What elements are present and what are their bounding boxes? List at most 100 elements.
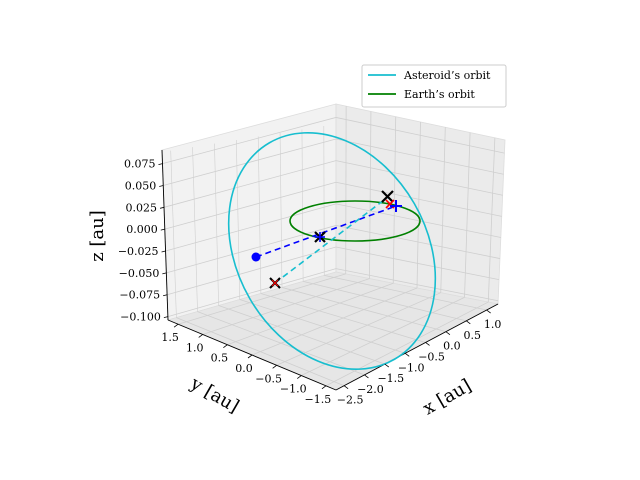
x-tick-label: −2.5	[337, 394, 364, 407]
z-tick-label: 0.000	[126, 223, 158, 236]
grid-line-x-vert	[192, 147, 198, 312]
z-axis-line	[161, 149, 169, 321]
z-tick-label: −0.075	[119, 289, 160, 302]
earth-x-marker	[381, 190, 394, 203]
x-tick-mark	[384, 363, 390, 368]
x-tick-label: −1.0	[398, 361, 425, 374]
x-tick-mark	[364, 374, 369, 379]
grid-line-y-vert	[464, 132, 471, 298]
z-axis-ticks: −0.100 −0.075 −0.050 −0.025 0.000 0.025 0.050 0…	[118, 158, 168, 324]
grid-line-y-vert	[392, 116, 397, 284]
grid-line-x-vert	[279, 132, 283, 288]
x-tick-mark	[445, 331, 451, 335]
grid-line-y-vert	[440, 127, 446, 293]
x-tick-label: 0.5	[464, 329, 482, 342]
asteroid-position-marker	[251, 252, 261, 262]
grid-line-y	[301, 297, 465, 376]
x-tick-mark	[486, 309, 491, 314]
grid-line-z	[163, 160, 337, 208]
grid-line-z	[335, 268, 499, 302]
z-tick-label: −0.100	[120, 311, 161, 324]
x-axis-line	[335, 303, 499, 391]
asteroid-red-x-marker	[269, 277, 281, 289]
grid-line-z	[335, 181, 502, 217]
grid-line-y-vert	[487, 137, 496, 303]
x-tick-label: 1.0	[484, 318, 502, 331]
grid-line-z	[164, 181, 337, 230]
x-tick-mark	[425, 342, 430, 346]
grid-line-y	[325, 301, 489, 387]
x-axis-label: x [au]	[419, 375, 475, 419]
y-tick-label: 1.0	[186, 341, 204, 354]
x-tick-mark	[466, 320, 471, 325]
grid-line-y-vert	[369, 111, 372, 279]
z-axis-label: z [au]	[87, 210, 108, 262]
grid-line-x-vert	[257, 136, 262, 294]
y-tick-mark	[173, 323, 179, 328]
grid-line-y-vert	[416, 121, 421, 289]
grid-line-z	[162, 117, 337, 164]
grid-line-z	[335, 225, 501, 259]
grid-line-y	[251, 287, 418, 356]
earth-blue-plus-marker	[390, 200, 402, 212]
grid-line-z	[165, 203, 337, 252]
x-tick-label: −0.5	[418, 350, 445, 363]
grid-line-y	[227, 282, 394, 346]
y-tick-label: 1.5	[161, 331, 179, 344]
y-tick-mark	[321, 385, 327, 390]
y-tick-label: −1.0	[280, 383, 307, 396]
grid-line-x-vert	[214, 143, 219, 306]
grid-line-z	[335, 160, 503, 196]
legend-box	[361, 64, 507, 108]
grid-line-z	[335, 246, 500, 281]
grid-line-z	[167, 268, 337, 317]
x-tick-label: −2.0	[357, 383, 384, 396]
y-tick-mark	[297, 375, 302, 379]
grid-line-y	[177, 273, 346, 325]
grid-line-x-vert	[236, 140, 241, 300]
axis-panes	[161, 103, 506, 391]
grid-line-z	[335, 117, 505, 154]
z-tick-mark	[163, 316, 168, 318]
z-tick-label: 0.025	[126, 201, 158, 214]
legend-label-earth: Earth’s orbit	[404, 88, 475, 101]
z-tick-mark	[160, 228, 165, 231]
x-axis-ticks: −2.5−2.0−1.5−1.0−0.50.00.51.0	[337, 309, 502, 407]
y-tick-label: 0.0	[235, 362, 253, 375]
earth-orbit-line	[289, 200, 421, 242]
x-tick-label: 0.0	[443, 340, 461, 353]
z-tick-label: 0.075	[124, 158, 156, 171]
grid-line-z	[335, 138, 504, 175]
z-tick-label: −0.050	[119, 267, 160, 280]
grid-line-z	[166, 225, 337, 274]
grid-line-y	[276, 292, 441, 366]
z-tick-mark	[163, 294, 168, 297]
asteroid-orbit-line	[227, 131, 437, 371]
z-tick-label: −0.025	[118, 245, 159, 258]
grid-line-z	[335, 203, 501, 238]
grid-line-z	[163, 138, 337, 186]
x-tick-label: −1.5	[377, 372, 404, 385]
z-tick-mark	[159, 206, 165, 209]
y-tick-label: −0.5	[255, 372, 282, 385]
cyan-connector-line	[274, 196, 389, 284]
z-tick-mark	[159, 185, 164, 187]
x-tick-mark	[343, 385, 349, 390]
grid-line-x-vert	[170, 150, 177, 318]
legend-label-asteroid: Asteroid’s orbit	[403, 69, 491, 82]
z-tick-mark	[161, 250, 166, 253]
y-tick-mark	[223, 344, 228, 349]
grid-line-z	[166, 246, 337, 296]
y-tick-mark	[247, 354, 253, 359]
x-tick-mark	[404, 352, 410, 357]
y-axis-label: y [au]	[186, 373, 243, 418]
z-tick-label: 0.050	[125, 179, 157, 192]
grid-line-y	[202, 278, 370, 335]
y-tick-label: 0.5	[211, 352, 229, 365]
blue-connector-line	[255, 205, 397, 258]
legend: Asteroid’s orbit Earth’s orbit	[361, 64, 507, 108]
center-plus-marker	[315, 232, 325, 242]
y-axis-ticks: −1.5−1.0−0.50.0 0.5 1.0 1.5	[161, 323, 331, 406]
y-tick-mark	[272, 364, 277, 369]
